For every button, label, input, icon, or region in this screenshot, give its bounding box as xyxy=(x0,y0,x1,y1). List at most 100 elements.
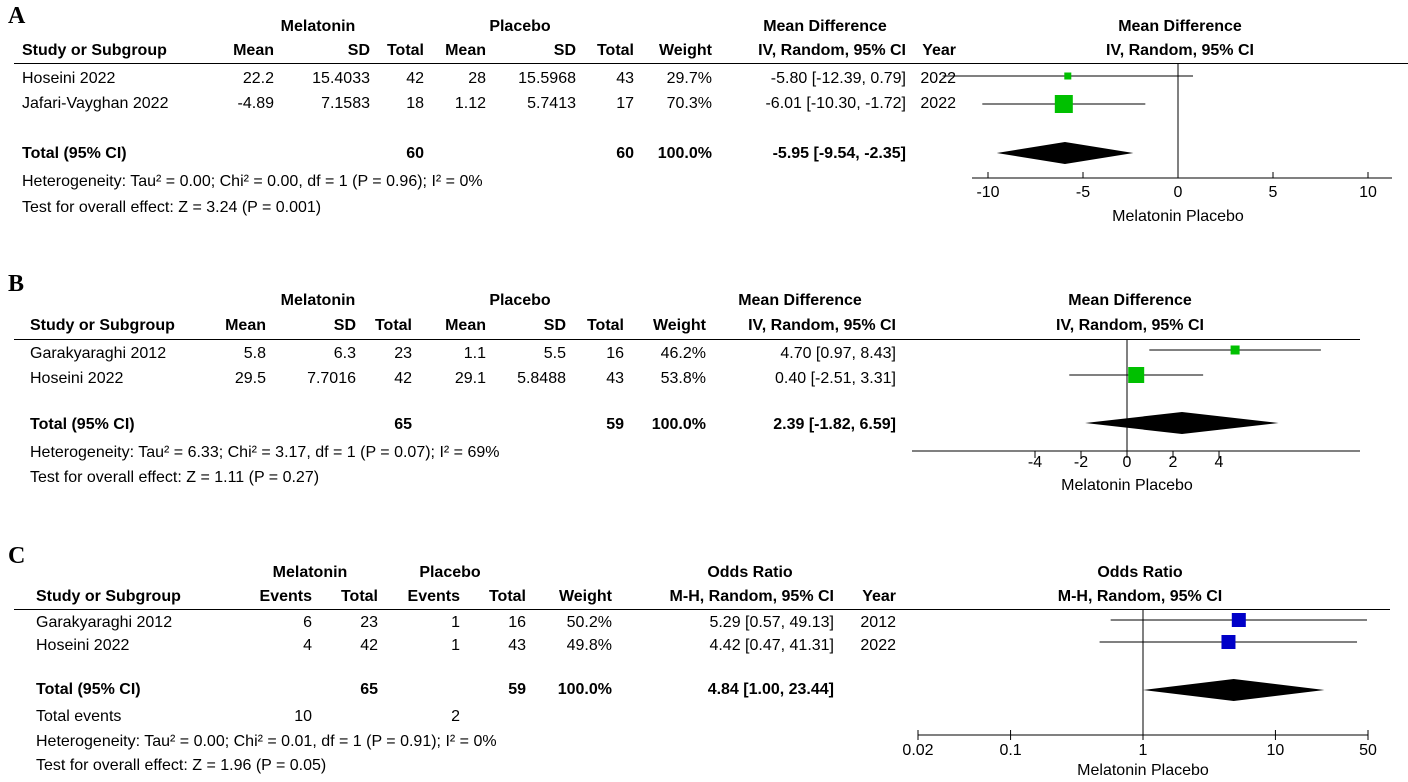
cell: 5.29 [0.57, 49.13] xyxy=(709,614,834,631)
total-n2: 59 xyxy=(606,416,624,433)
cell: 0.40 [-2.51, 3.31] xyxy=(775,370,896,387)
overall-effect-text: Test for overall effect: Z = 1.96 (P = 0… xyxy=(36,757,327,774)
cell: 42 xyxy=(360,637,378,654)
plot-method: IV, Random, 95% CI xyxy=(1056,317,1204,334)
favours-label: Melatonin Placebo xyxy=(1077,762,1209,779)
total-label: Total (95% CI) xyxy=(30,416,135,433)
col-mean1: Mean xyxy=(225,317,266,334)
x-tick-label: 0 xyxy=(1174,184,1183,201)
cell: 43 xyxy=(508,637,526,654)
study-square xyxy=(1064,72,1072,80)
cell: 2022 xyxy=(920,95,956,112)
col-mean2: Mean xyxy=(445,42,486,59)
cell: 1 xyxy=(451,614,460,631)
forest-plot: 0.02 0.1 1 10 50 Melatonin Placebo xyxy=(902,610,1377,779)
total-weight: 100.0% xyxy=(657,145,712,162)
col-ci: M-H, Random, 95% CI xyxy=(669,588,834,605)
plot-header: Odds Ratio xyxy=(1097,564,1183,581)
cell: 7.7016 xyxy=(307,370,356,387)
overall-effect-text: Test for overall effect: Z = 1.11 (P = 0… xyxy=(30,469,320,486)
cell: 16 xyxy=(606,345,624,362)
cell: 2012 xyxy=(860,614,896,631)
cell: -4.89 xyxy=(237,95,274,112)
cell: 50.2% xyxy=(566,614,612,631)
cell: 15.5968 xyxy=(518,70,576,87)
cell: 17 xyxy=(616,95,634,112)
cell: 6 xyxy=(303,614,312,631)
x-tick-label: 50 xyxy=(1359,742,1377,759)
col-ci: IV, Random, 95% CI xyxy=(758,42,906,59)
group2-header: Placebo xyxy=(489,292,551,309)
col-weight: Weight xyxy=(652,317,706,334)
effect-header: Odds Ratio xyxy=(707,564,793,581)
col-study: Study or Subgroup xyxy=(36,588,181,605)
panel-a: A Melatonin Placebo Mean Difference Mean… xyxy=(0,0,1408,250)
col-weight: Weight xyxy=(558,588,612,605)
pooled-diamond xyxy=(1143,679,1325,701)
cell: 2022 xyxy=(920,70,956,87)
col-sd1: SD xyxy=(333,317,356,334)
heterogeneity-text: Heterogeneity: Tau² = 6.33; Chi² = 3.17,… xyxy=(30,444,500,461)
col-year: Year xyxy=(862,588,896,605)
col-total2: Total xyxy=(596,42,634,59)
study-name: Hoseini 2022 xyxy=(22,70,116,87)
cell: 4 xyxy=(303,637,312,654)
study-square xyxy=(1230,345,1240,355)
cell: 23 xyxy=(360,614,378,631)
cell: 6.3 xyxy=(333,345,356,362)
favours-label: Melatonin Placebo xyxy=(1112,208,1244,225)
x-tick-label: 4 xyxy=(1215,454,1224,471)
overall-effect-text: Test for overall effect: Z = 3.24 (P = 0… xyxy=(22,199,322,216)
col-total1: Total xyxy=(386,42,424,59)
total-ci: -5.95 [-9.54, -2.35] xyxy=(772,145,906,162)
panel-label: B xyxy=(8,271,25,297)
study-name: Garakyaraghi 2012 xyxy=(30,345,167,362)
panel-label: C xyxy=(8,543,26,569)
cell: 22.2 xyxy=(242,70,274,87)
heterogeneity-text: Heterogeneity: Tau² = 0.00; Chi² = 0.00,… xyxy=(22,173,483,190)
col-year: Year xyxy=(922,42,956,59)
total-events-1: 10 xyxy=(294,708,312,725)
panel-label: A xyxy=(8,3,26,29)
total-events-2: 2 xyxy=(451,708,460,725)
panel-c: C Melatonin Placebo Odds Ratio Odds Rati… xyxy=(0,540,1408,782)
cell: 42 xyxy=(406,70,424,87)
group1-header: Melatonin xyxy=(280,18,356,35)
cell: 46.2% xyxy=(660,345,706,362)
col-study: Study or Subgroup xyxy=(30,317,175,334)
total-events-label: Total events xyxy=(36,708,122,725)
cell: 23 xyxy=(394,345,412,362)
favours-label: Melatonin Placebo xyxy=(1061,477,1193,494)
cell: 5.8488 xyxy=(517,370,566,387)
cell: 53.8% xyxy=(660,370,706,387)
study-name: Hoseini 2022 xyxy=(30,370,124,387)
group1-header: Melatonin xyxy=(272,564,348,581)
study-square xyxy=(1231,613,1246,627)
plot-method: M-H, Random, 95% CI xyxy=(1057,588,1223,605)
study-name: Garakyaraghi 2012 xyxy=(36,614,173,631)
group2-header: Placebo xyxy=(489,18,551,35)
col-sd2: SD xyxy=(553,42,576,59)
x-tick-label: -4 xyxy=(1028,454,1042,471)
header-rule xyxy=(14,339,1360,340)
x-tick-label: 2 xyxy=(1169,454,1178,471)
cell: -6.01 [-10.30, -1.72] xyxy=(765,95,906,112)
col-mean1: Mean xyxy=(233,42,274,59)
x-tick-label: 0.1 xyxy=(999,742,1021,759)
total-n2: 60 xyxy=(616,145,634,162)
group1-header: Melatonin xyxy=(280,292,356,309)
plot-method: IV, Random, 95% CI xyxy=(1106,42,1254,59)
total-n2: 59 xyxy=(508,681,526,698)
x-tick-label: 0.02 xyxy=(902,742,933,759)
heterogeneity-text: Heterogeneity: Tau² = 0.00; Chi² = 0.01,… xyxy=(36,733,497,750)
col-total2: Total xyxy=(488,588,526,605)
study-name: Jafari-Vayghan 2022 xyxy=(22,95,169,112)
col-events1: Events xyxy=(259,588,312,605)
col-study: Study or Subgroup xyxy=(22,42,167,59)
pooled-diamond xyxy=(996,142,1134,164)
cell: 16 xyxy=(508,614,526,631)
col-mean2: Mean xyxy=(445,317,486,334)
forest-plot: -4 -2 0 2 4 Melatonin Placebo xyxy=(912,340,1360,494)
total-label: Total (95% CI) xyxy=(36,681,141,698)
x-tick-label: -5 xyxy=(1076,184,1090,201)
